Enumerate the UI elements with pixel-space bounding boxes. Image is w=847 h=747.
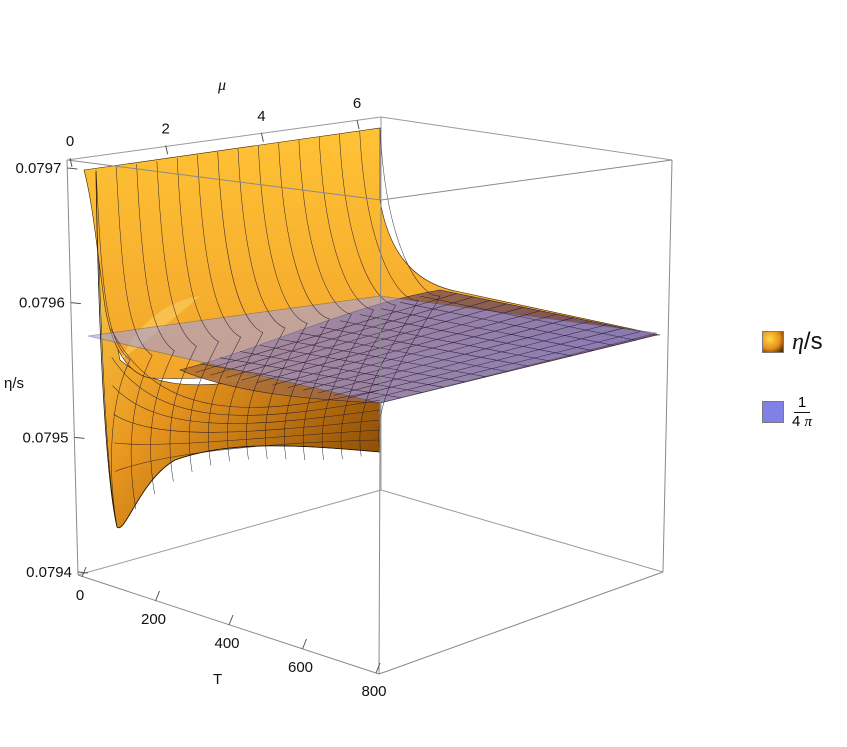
mesh-line: [239, 351, 444, 388]
y-tick-mark: [165, 145, 169, 155]
mesh-line: [303, 317, 574, 391]
z-tick-label: 0.0796: [19, 295, 65, 312]
legend-label-eta-over-s: η/s: [792, 328, 823, 355]
mesh-line: [110, 328, 381, 408]
mesh-line: [359, 314, 572, 357]
z-tick-mark: [77, 571, 89, 574]
mesh-line: [349, 327, 624, 399]
z-tick-mark: [67, 167, 78, 170]
mesh-line: [136, 163, 175, 495]
y-tick-mark: [356, 120, 360, 130]
x-tick-mark: [228, 614, 234, 626]
mesh-line: [116, 166, 153, 510]
mesh-line: [156, 160, 197, 482]
x-tick-label: 200: [141, 611, 166, 628]
legend-label-kss-bound: 1 4 π: [792, 393, 813, 430]
mesh-line: [299, 332, 508, 372]
mesh-line: [319, 326, 530, 367]
mesh-line: [259, 345, 466, 383]
mesh-line: [114, 429, 381, 445]
mesh-line: [279, 338, 487, 378]
legend-swatch-plane: [762, 401, 784, 423]
mesh-line: [298, 139, 352, 461]
mesh-line: [195, 293, 457, 373]
mesh-line: [339, 133, 397, 460]
mesh-line: [197, 154, 242, 466]
y-axis-ticks: 0 2 4 6: [66, 95, 361, 168]
mesh-line: [333, 324, 607, 396]
y-axis-label: μ: [217, 77, 226, 94]
mesh-line: [241, 303, 507, 381]
z-tick-mark: [70, 302, 81, 305]
mesh-line: [339, 320, 551, 362]
x-tick-mark: [375, 662, 381, 674]
y-tick-label: 2: [162, 120, 170, 137]
z-tick-label: 0.0794: [26, 564, 72, 581]
z-tick-mark: [74, 436, 85, 439]
mesh-line: [379, 308, 594, 351]
mesh-line: [237, 148, 286, 460]
mesh-line: [399, 302, 615, 346]
mesh-line: [287, 313, 557, 389]
mesh-line: [111, 356, 381, 416]
mesh-line: [419, 295, 636, 341]
mesh-line: [176, 157, 219, 473]
z-axis-ticks: 0.0794 0.0795 0.0796 0.0797: [15, 160, 89, 581]
z-tick-label: 0.0797: [15, 160, 61, 177]
mesh-line: [256, 307, 524, 383]
mesh-line: [272, 310, 541, 386]
x-tick-label: 600: [288, 659, 313, 676]
z-tick-label: 0.0795: [23, 429, 69, 446]
mesh-line: [217, 151, 264, 462]
x-tick-mark: [155, 590, 160, 602]
mesh-line: [210, 296, 474, 376]
x-tick-label: 800: [361, 683, 386, 700]
y-tick-label: 6: [353, 95, 361, 112]
mesh-line: [378, 127, 441, 453]
mesh-line: [112, 385, 381, 424]
mesh-line: [318, 136, 374, 461]
mesh-line: [318, 320, 591, 394]
y-tick-label: 4: [257, 108, 265, 125]
mesh-line: [113, 414, 381, 433]
mesh-line: [226, 300, 491, 378]
x-tick-label: 0: [76, 587, 84, 604]
legend-item-kss-bound: 1 4 π: [762, 388, 847, 436]
box-front-edges: [66, 159, 673, 675]
mesh-line: [199, 363, 402, 399]
z-axis-label: η/s: [4, 375, 24, 392]
reference-plane: [87, 295, 658, 404]
mesh-line: [258, 145, 308, 460]
x-tick-label: 400: [214, 635, 239, 652]
y-tick-label: 0: [66, 133, 74, 150]
y-tick-mark: [260, 132, 264, 142]
y-tick-mark: [69, 157, 73, 168]
mesh-line: [115, 439, 381, 472]
x-tick-mark: [302, 638, 307, 650]
legend-item-eta-over-s: η/s: [762, 318, 847, 366]
mesh-line: [95, 169, 131, 528]
legend-swatch-surface: [762, 331, 784, 353]
x-axis-ticks: 0 200 400 600 800: [76, 566, 387, 700]
x-tick-mark: [81, 566, 87, 578]
legend: η/s 1 4 π: [762, 318, 847, 458]
surface-edge: [95, 171, 381, 529]
surface-mesh: [95, 127, 641, 528]
x-axis-label: T: [213, 671, 222, 688]
mesh-line: [219, 357, 423, 393]
mesh-line: [364, 331, 641, 401]
